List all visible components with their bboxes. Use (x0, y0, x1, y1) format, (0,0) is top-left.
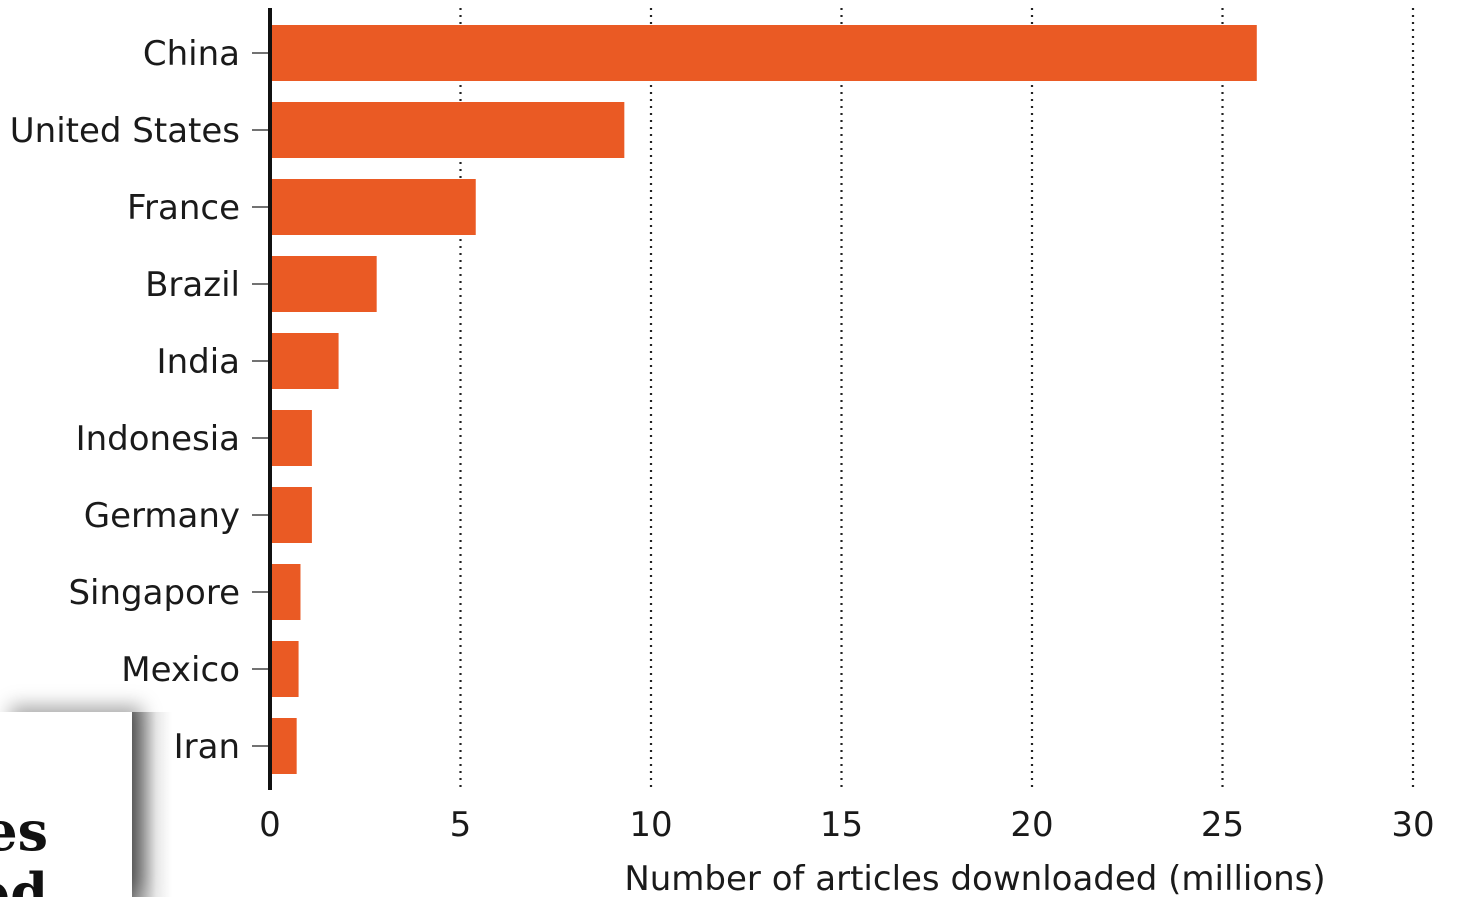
overlapping-window-fragment[interactable]: es ed (0, 712, 132, 897)
category-label-iran: Iran (174, 727, 240, 767)
overlay-heading-fragment: es ed (0, 800, 48, 897)
overlay-line-2: ed (0, 861, 48, 897)
overlay-shadow (132, 712, 172, 897)
bar-france (270, 179, 476, 235)
x-tick-label-20: 20 (1010, 805, 1053, 845)
x-tick-label-0: 0 (259, 805, 281, 845)
bar-india (270, 333, 339, 389)
bar-china (270, 25, 1257, 81)
bar-united-states (270, 102, 625, 158)
x-tick-label-15: 15 (820, 805, 863, 845)
category-label-singapore: Singapore (68, 573, 240, 613)
bar-iran (270, 718, 297, 774)
category-label-united-states: United States (10, 111, 240, 151)
x-tick-label-30: 30 (1391, 805, 1434, 845)
category-labels: China United States France Brazil India Indon… (10, 34, 270, 767)
category-label-india: India (157, 342, 240, 382)
grid-lines (459, 8, 1415, 790)
bar-singapore (270, 564, 301, 620)
category-label-france: France (127, 188, 240, 228)
category-label-indonesia: Indonesia (76, 419, 240, 459)
bars (270, 25, 1257, 774)
overlay-line-1: es (0, 799, 48, 863)
x-tick-labels: 0 5 10 15 20 25 30 (259, 805, 1434, 845)
category-label-germany: Germany (84, 496, 240, 536)
x-tick-label-25: 25 (1201, 805, 1244, 845)
bar-germany (270, 487, 312, 543)
x-tick-label-5: 5 (450, 805, 472, 845)
x-axis-title: Number of articles downloaded (millions) (624, 859, 1325, 897)
x-tick-label-10: 10 (629, 805, 672, 845)
bar-indonesia (270, 410, 312, 466)
category-label-brazil: Brazil (145, 265, 240, 305)
bar-brazil (270, 256, 377, 312)
category-label-china: China (143, 34, 240, 74)
category-label-mexico: Mexico (121, 650, 240, 690)
bar-mexico (270, 641, 299, 697)
